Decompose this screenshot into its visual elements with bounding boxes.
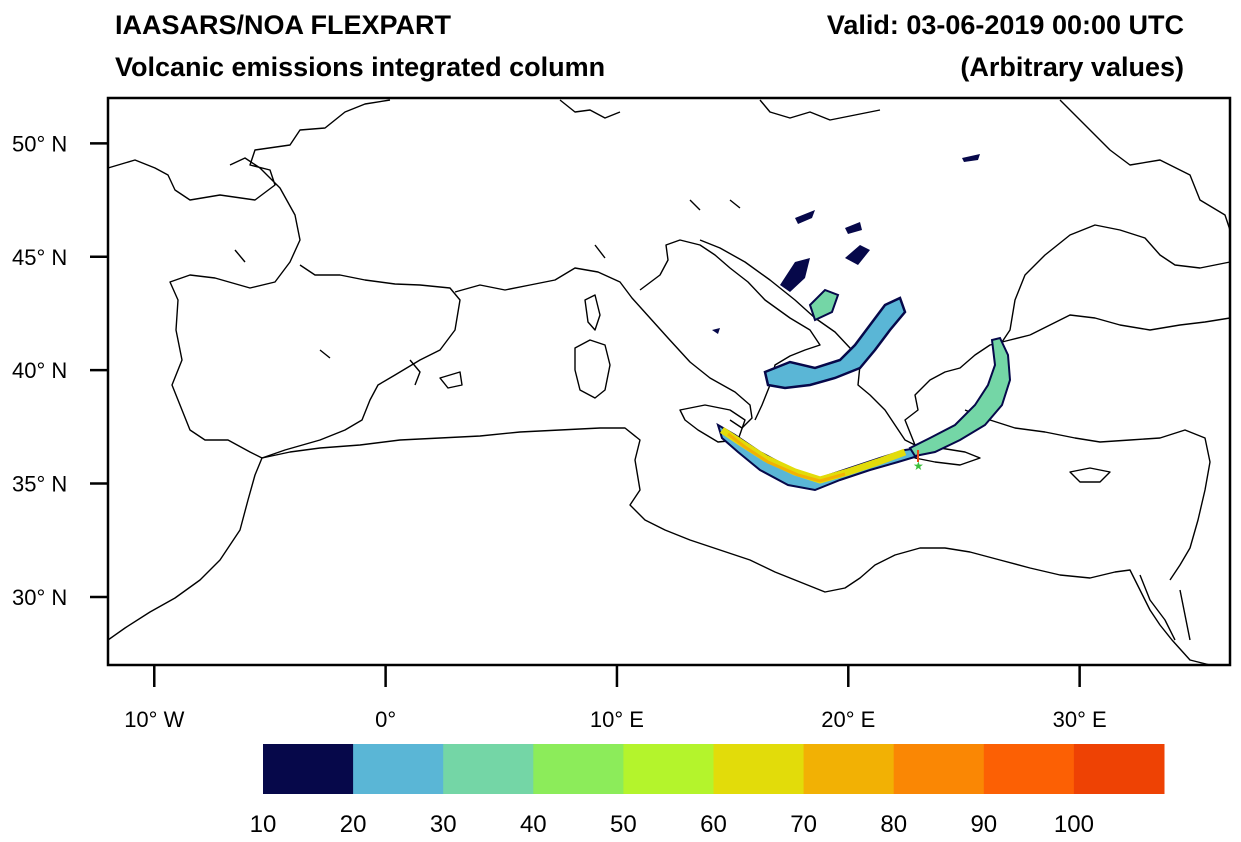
colorbar-label: 30 — [430, 811, 457, 838]
plume-patch-6 — [962, 154, 980, 162]
colorbar: 10 20 30 40 50 60 70 80 90 100 — [250, 744, 1165, 838]
lat-tick-label: 35° N — [12, 472, 67, 497]
colorbar-bin — [443, 744, 534, 794]
colorbar-bin — [533, 744, 624, 794]
colorbar-label: 10 — [250, 811, 277, 838]
lat-tick-label: 30° N — [12, 585, 67, 610]
coast-black-sea — [999, 224, 1231, 346]
lat-tick-label: 50° N — [12, 131, 67, 156]
colorbar-label: 20 — [340, 811, 367, 838]
colorbar-label: 60 — [700, 811, 727, 838]
colorbar-bin — [713, 744, 805, 794]
plume-patch-1 — [808, 288, 840, 322]
lon-tick-label: 20° E — [821, 707, 875, 732]
plume-patch-7 — [712, 328, 720, 334]
coastlines — [107, 99, 1231, 666]
colorbar-bin — [983, 744, 1075, 794]
plume-patch-3 — [845, 245, 870, 265]
plume-band-east — [908, 336, 1012, 458]
colorbar-bin — [803, 744, 895, 794]
lon-tick-label: 10° E — [590, 707, 644, 732]
coast-balkans — [699, 239, 1031, 446]
colorbar-bin — [353, 744, 444, 794]
volcano-marker: ★ — [913, 450, 924, 473]
colorbar-label: 40 — [520, 811, 547, 838]
colorbar-label: 50 — [610, 811, 637, 838]
valid-time: Valid: 03-06-2019 00:00 UTC — [826, 10, 1184, 40]
lon-tick-label: 10° W — [124, 707, 184, 732]
coast-italy-adriatic — [639, 239, 821, 421]
longitude-axis: 10° W 0° 10° E 20° E 30° E — [124, 665, 1107, 732]
coast-north — [559, 99, 1231, 231]
plume-patch-2 — [780, 258, 810, 292]
map-title: IAASARS/NOA FLEXPART — [115, 10, 452, 40]
colorbar-label: 80 — [880, 811, 907, 838]
plume-band-italy — [763, 296, 907, 390]
coast-north-africa — [107, 427, 1211, 666]
colorbar-label: 100 — [1054, 811, 1094, 838]
map-subtitle: Volcanic emissions integrated column — [115, 52, 606, 82]
coast-gulf-lion — [454, 267, 753, 429]
colorbar-bin — [893, 744, 985, 794]
lakes — [234, 199, 741, 389]
map-frame — [106, 96, 1232, 667]
colorbar-bin — [263, 744, 354, 794]
colorbar-bin — [1073, 744, 1165, 794]
colorbar-label: 90 — [970, 811, 997, 838]
plume-patch-5 — [845, 222, 862, 234]
units-note: (Arbitrary values) — [960, 52, 1184, 82]
volcano-star-icon: ★ — [913, 459, 924, 473]
lon-tick-label: 30° E — [1053, 707, 1107, 732]
lon-tick-label: 0° — [375, 707, 396, 732]
latitude-axis: 50° N 45° N 40° N 35° N 30° N — [12, 131, 108, 610]
coast-corsica — [584, 294, 601, 331]
colorbar-label: 70 — [790, 811, 817, 838]
lat-tick-label: 40° N — [12, 358, 67, 383]
coast-iberia-france — [107, 99, 461, 459]
colorbar-bin — [623, 744, 714, 794]
plume-core-inner — [727, 432, 846, 483]
plume-patch-4 — [795, 210, 815, 224]
volcanic-plume — [712, 154, 1012, 492]
coast-sinai — [1139, 574, 1191, 641]
coast-turkey-levant — [964, 409, 1211, 581]
coast-sardinia — [574, 339, 611, 399]
lat-tick-label: 45° N — [12, 245, 67, 270]
coast-cyprus — [1069, 467, 1111, 483]
